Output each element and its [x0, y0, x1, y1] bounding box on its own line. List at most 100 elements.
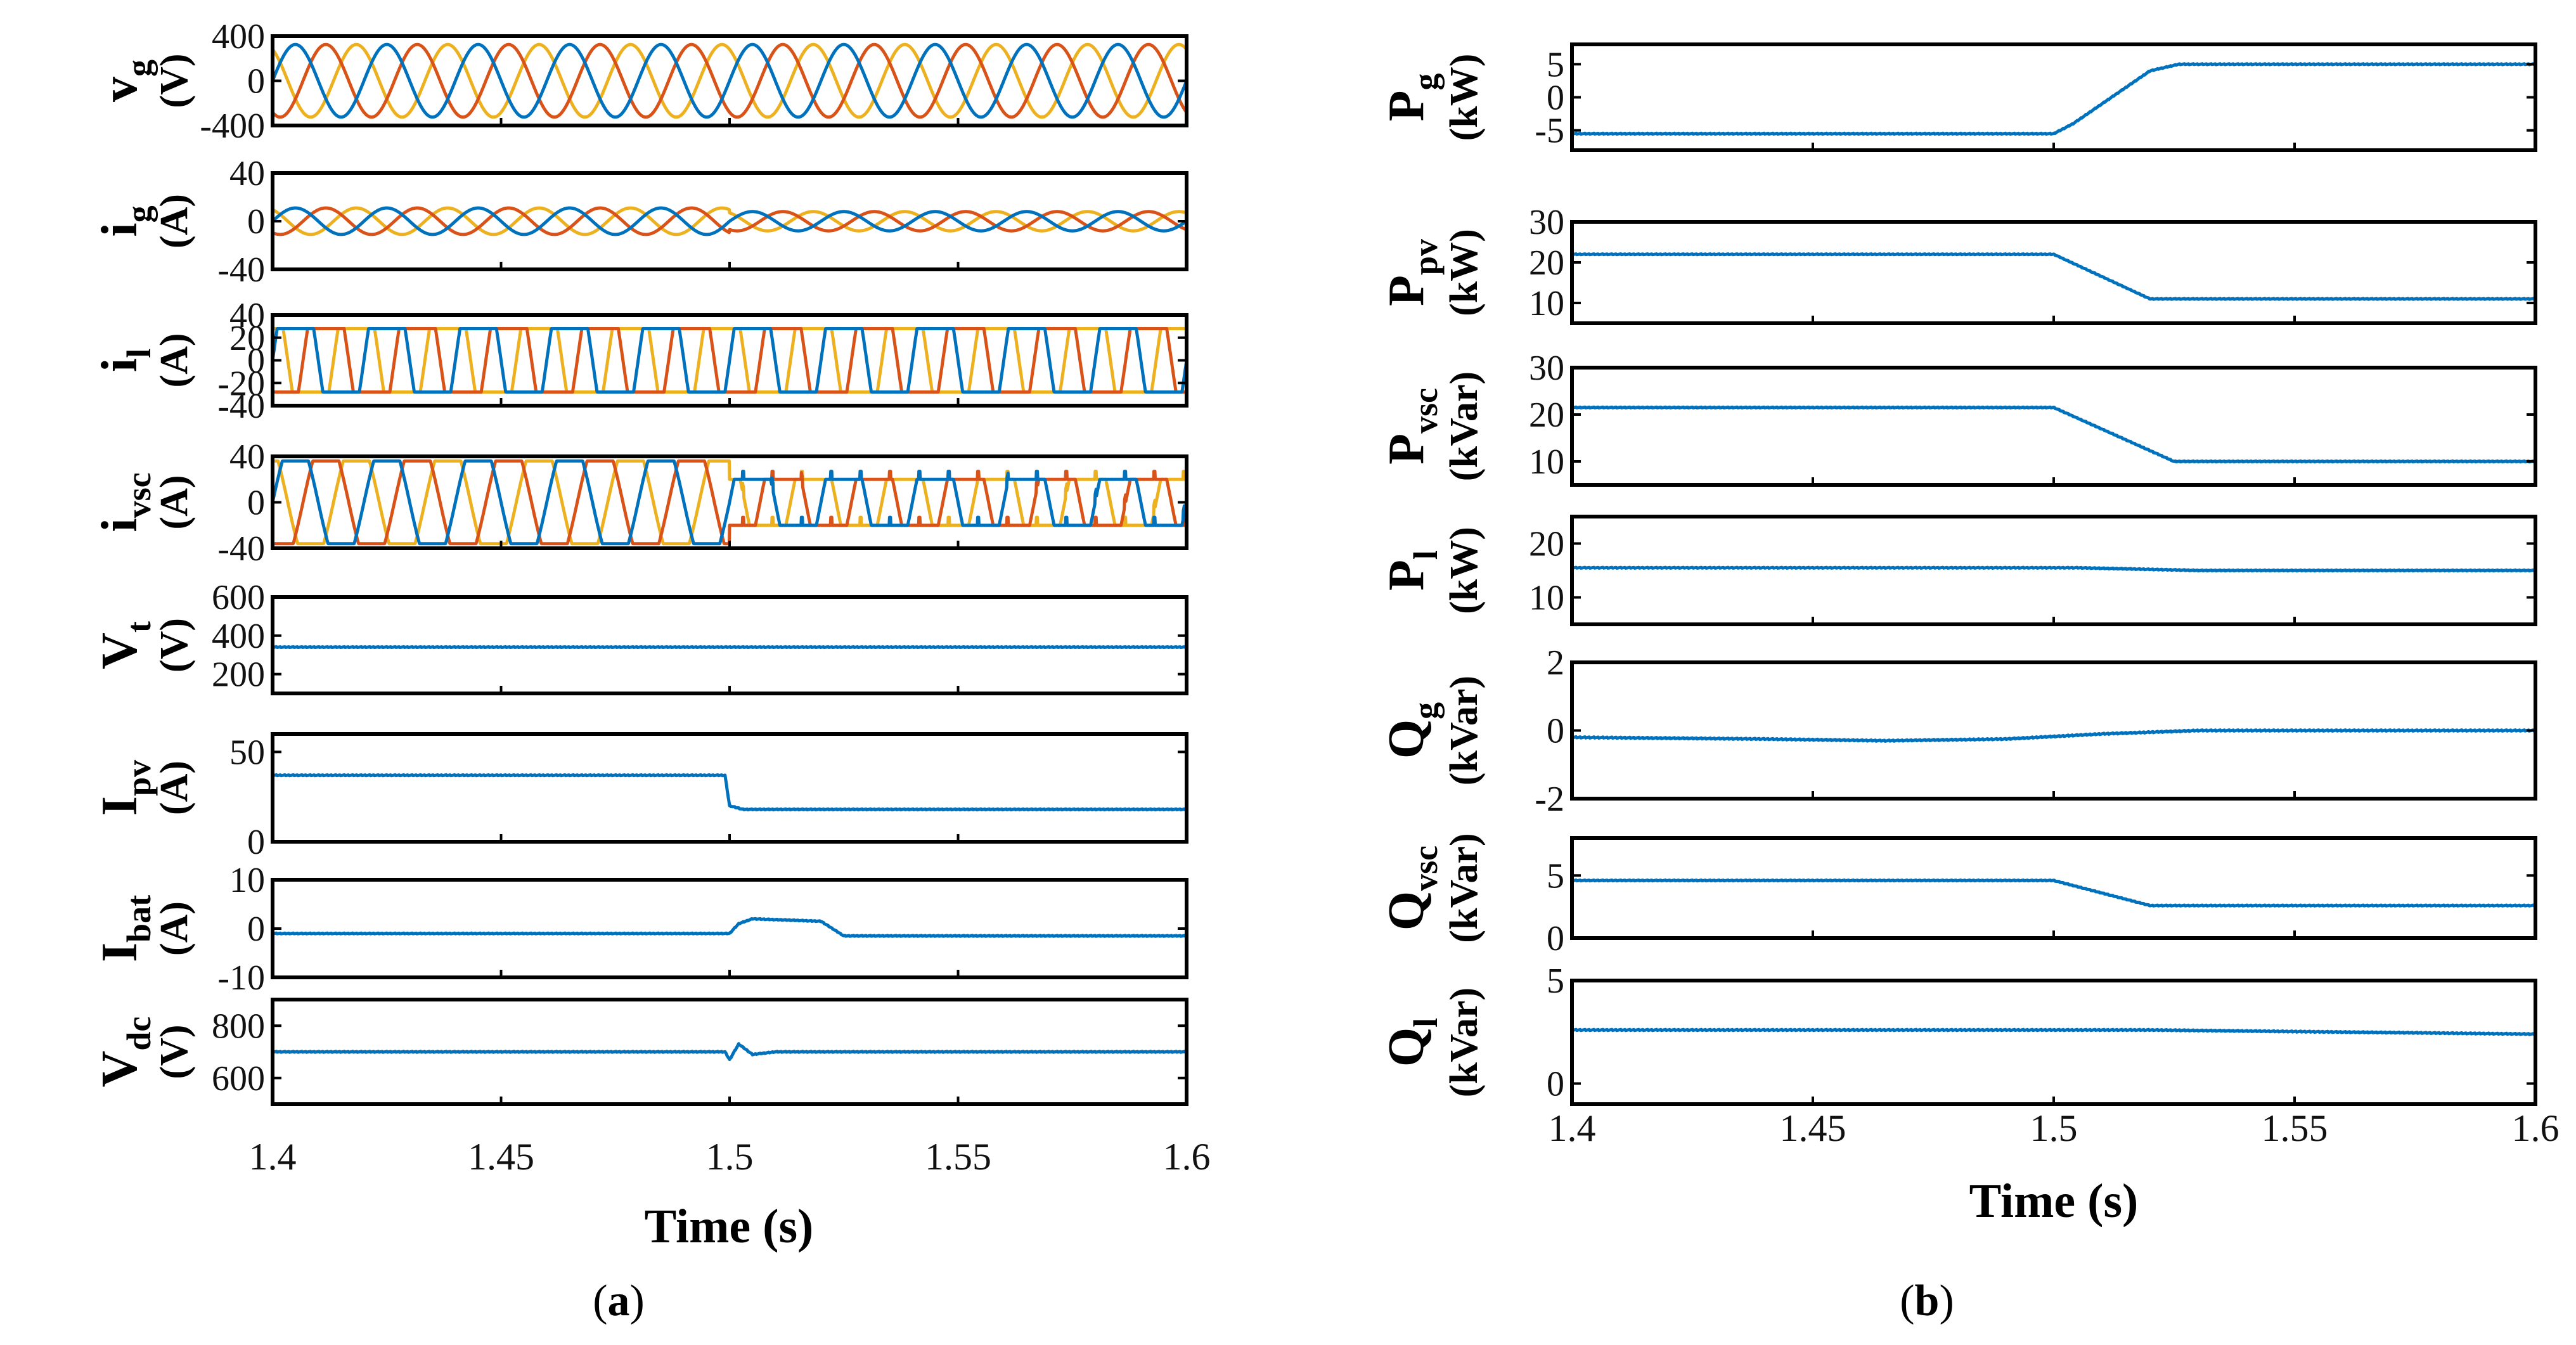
x-tick-label: 1.55 — [2262, 1107, 2328, 1149]
y-tick-label: 0 — [1547, 1065, 1564, 1104]
y-label: ig — [92, 205, 158, 236]
y-tick-label: 40 — [229, 437, 265, 477]
y-label-unit: (A) — [153, 901, 196, 956]
subplot-v-g: -400 0 400 vg(V) — [92, 17, 1188, 146]
y-label: ivsc — [92, 472, 158, 532]
svg-text:(kW): (kW) — [1443, 54, 1486, 141]
axes-frame — [1570, 366, 2537, 487]
traces — [1572, 728, 2535, 743]
y-tick-label: 200 — [212, 655, 265, 695]
traces — [273, 42, 1187, 119]
x-axis-title: Time (s) — [1969, 1174, 2139, 1228]
x-tick-label: 1.45 — [1780, 1107, 1846, 1149]
y-label: Pvsc — [1379, 388, 1445, 465]
traces — [273, 459, 1187, 546]
traces — [273, 773, 1187, 812]
y-label: Pl — [1379, 550, 1445, 591]
y-label-symbol: vg — [92, 60, 158, 102]
series-phase-a — [273, 459, 1187, 546]
traces — [1572, 405, 2535, 464]
series-line — [1572, 62, 2535, 136]
traces — [1572, 62, 2535, 136]
series-line — [273, 917, 1187, 938]
subplot-i-vsc: -40 0 40 ivsc(A) — [92, 437, 1188, 569]
y-tick-label: 5 — [1547, 962, 1564, 1001]
subplot-Q-vsc: 0 5 Qvsc(kVar) — [1379, 833, 2537, 958]
y-label: Qvsc — [1379, 846, 1445, 930]
y-tick-label: 0 — [247, 484, 265, 523]
y-tick-label: 20 — [1529, 396, 1564, 435]
svg-text:(kW): (kW) — [1443, 527, 1486, 614]
y-label-symbol: Qvsc — [1379, 846, 1445, 930]
traces — [273, 1042, 1187, 1061]
series-line — [1572, 565, 2535, 573]
series-phase-a — [273, 327, 1187, 394]
y-tick-label: 0 — [247, 823, 265, 862]
series-line — [1572, 728, 2535, 743]
x-tick-label: 1.4 — [1549, 1107, 1596, 1149]
x-tick-label: 1.6 — [2512, 1107, 2560, 1149]
y-tick-label: 0 — [247, 910, 265, 949]
y-label-unit: (kW) — [1443, 527, 1486, 614]
y-tick-label: 2 — [1547, 643, 1564, 683]
series-line — [1572, 1027, 2535, 1036]
y-label: Ipv — [92, 760, 158, 816]
y-label: Pg — [1379, 74, 1445, 122]
series-phase-c — [273, 42, 1187, 119]
traces — [1572, 1027, 2535, 1036]
y-tick-label: 0 — [1547, 79, 1564, 118]
y-tick-label: -5 — [1535, 112, 1564, 151]
y-tick-label: 0 — [247, 202, 265, 241]
y-label-symbol: Pg — [1379, 74, 1445, 122]
y-label: Vt — [92, 621, 158, 669]
y-label-unit: (kW) — [1443, 229, 1486, 316]
y-tick-label: 600 — [212, 1059, 265, 1098]
x-tick-label: 1.5 — [706, 1136, 754, 1178]
series-phase-b — [273, 459, 1187, 546]
y-label: il — [92, 349, 158, 372]
y-label-unit: (V) — [153, 53, 196, 108]
subplot-P-g: -505 Pg(kW) — [1379, 42, 2537, 152]
series-phase-b — [273, 327, 1187, 394]
series-line — [273, 773, 1187, 812]
svg-text:(A): (A) — [153, 333, 196, 387]
y-label-unit: (kVar) — [1443, 833, 1486, 943]
svg-text:(A): (A) — [153, 194, 196, 248]
svg-text:(kVar): (kVar) — [1443, 676, 1486, 785]
y-label-symbol: Vt — [92, 621, 158, 669]
x-tick-label: 1.5 — [2030, 1107, 2078, 1149]
y-label-symbol: Vdc — [92, 1017, 158, 1088]
axes-frame — [271, 595, 1188, 695]
y-label-unit: (V) — [153, 618, 196, 672]
y-tick-label: 20 — [229, 319, 265, 358]
y-label-symbol: Ql — [1379, 1018, 1445, 1067]
subplot-V-dc: 600 800 Vdc(V) — [92, 998, 1188, 1106]
y-label-unit: (kVar) — [1443, 676, 1486, 785]
y-label-symbol: ig — [92, 205, 158, 236]
x-tick-label: 1.55 — [925, 1136, 991, 1178]
traces — [273, 206, 1187, 236]
y-label-unit: (A) — [153, 475, 196, 529]
y-tick-label: 400 — [212, 17, 265, 56]
y-label-symbol: Ibat — [92, 895, 158, 962]
y-tick-label: 30 — [1529, 349, 1564, 388]
series-line — [273, 1042, 1187, 1061]
panel-a: -4000400vg(V)-40040ig(A)-40-2002040il(A)… — [92, 17, 1211, 1325]
subplot-i-g: -40 0 40 ig(A) — [92, 154, 1188, 290]
y-tick-label: 600 — [212, 578, 265, 617]
svg-text:(kVar): (kVar) — [1443, 988, 1486, 1097]
svg-text:(A): (A) — [153, 901, 196, 956]
y-label-unit: (A) — [153, 761, 196, 815]
series-phase-b — [273, 42, 1187, 119]
y-tick-label: 800 — [212, 1007, 265, 1046]
y-tick-label: 40 — [229, 154, 265, 193]
subplot-Q-g: -2 0 2 Qg(kVar) — [1379, 643, 2537, 819]
y-tick-label: -10 — [217, 958, 265, 998]
series-phase-c — [273, 459, 1187, 546]
axes-frame — [271, 732, 1188, 844]
y-tick-label: 20 — [1529, 525, 1564, 564]
panel-caption: (b) — [1900, 1277, 1954, 1325]
